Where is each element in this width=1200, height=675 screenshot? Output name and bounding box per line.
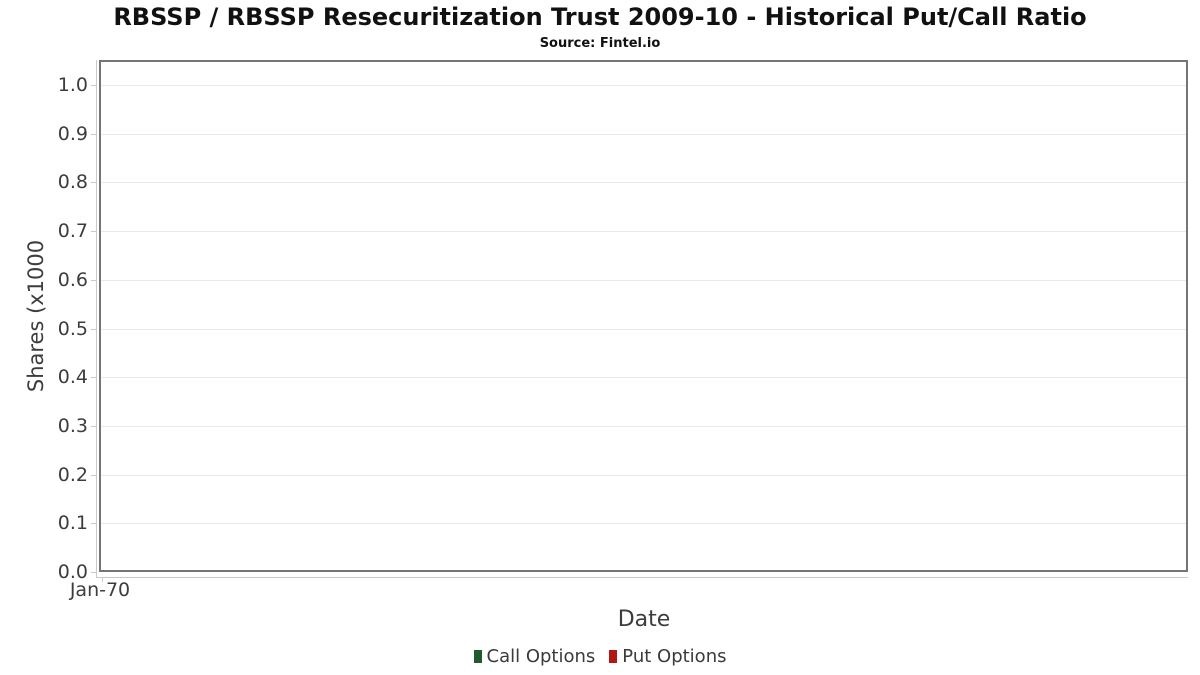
x-tick-mark xyxy=(102,577,103,582)
y-gridline xyxy=(101,328,1186,330)
y-gridline xyxy=(101,182,1186,184)
y-gridline xyxy=(101,85,1186,86)
chart-source-label: Source: Fintel.io xyxy=(539,36,661,51)
legend-item: Call Options xyxy=(473,646,596,667)
y-tick-mark xyxy=(91,474,96,476)
legend-item: Put Options xyxy=(609,646,726,667)
y-gridline xyxy=(101,279,1186,281)
y-tick-mark xyxy=(91,85,96,86)
y-tick-mark xyxy=(91,133,96,135)
y-gridline xyxy=(101,425,1186,427)
y-gridline xyxy=(101,523,1186,525)
x-axis-line xyxy=(96,577,1188,578)
y-gridline xyxy=(101,231,1186,233)
y-tick-mark xyxy=(91,523,96,525)
y-axis-line xyxy=(96,60,97,578)
x-tick-label: Jan-70 xyxy=(69,579,131,601)
x-axis-title: Date xyxy=(617,607,671,632)
legend-label: Put Options xyxy=(622,646,727,667)
y-tick-label: 0.9 xyxy=(57,122,88,145)
legend-swatch-icon xyxy=(473,650,482,663)
y-tick-label: 0.0 xyxy=(57,561,88,583)
y-tick-label: 0.7 xyxy=(57,220,88,243)
y-tick-label: 1.0 xyxy=(57,74,88,96)
legend-swatch-icon xyxy=(609,650,618,663)
y-tick-mark xyxy=(91,279,96,281)
y-tick-mark xyxy=(91,328,96,330)
y-tick-label: 0.6 xyxy=(57,268,88,291)
y-gridline xyxy=(101,474,1186,476)
legend-label: Call Options xyxy=(486,646,596,667)
y-gridline xyxy=(101,133,1186,135)
y-tick-mark xyxy=(91,572,96,573)
y-tick-label: 0.2 xyxy=(57,463,88,486)
y-tick-label: 0.8 xyxy=(57,171,88,194)
y-tick-label: 0.5 xyxy=(57,317,88,340)
chart-legend: Call Options Put Options xyxy=(0,646,1200,667)
y-gridline xyxy=(101,377,1186,379)
y-tick-mark xyxy=(91,231,96,233)
y-tick-label: 0.4 xyxy=(57,366,88,389)
y-tick-mark xyxy=(91,425,96,427)
chart-title: RBSSP / RBSSP Resecuritization Trust 200… xyxy=(113,3,1087,31)
y-tick-mark xyxy=(91,182,96,184)
y-tick-label: 0.3 xyxy=(57,414,88,437)
y-tick-mark xyxy=(91,377,96,379)
y-tick-label: 0.1 xyxy=(57,512,88,535)
plot-area xyxy=(99,60,1188,572)
